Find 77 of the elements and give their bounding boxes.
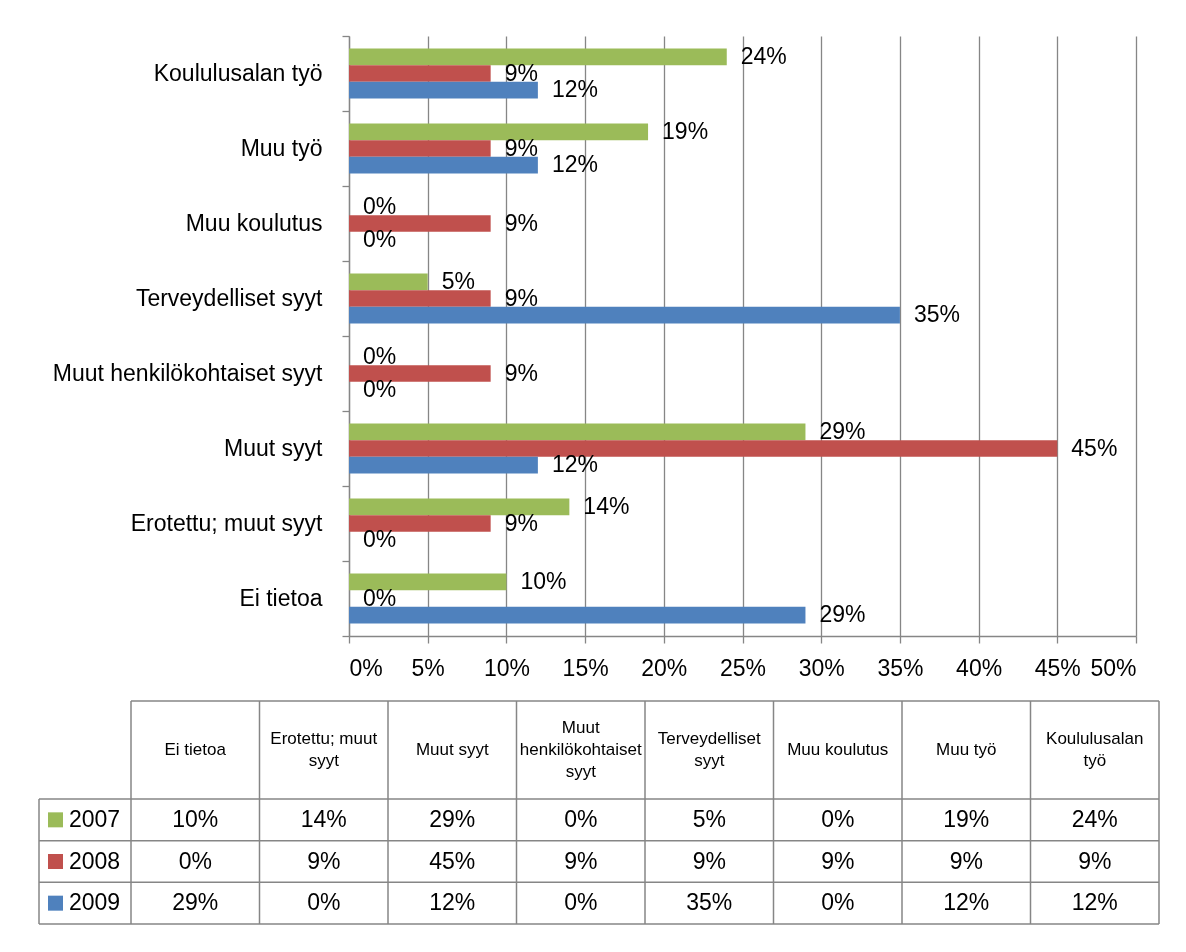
text: 0% xyxy=(564,889,598,916)
text: 29% xyxy=(172,889,219,916)
text: 0% xyxy=(307,889,341,916)
y-tick-label: Koululusalan työ xyxy=(153,60,323,86)
data-label: 12% xyxy=(551,451,598,478)
text: 0% xyxy=(178,847,212,874)
data-label: 0% xyxy=(363,376,397,403)
data-label: 0% xyxy=(363,342,397,369)
text: 19% xyxy=(943,805,990,832)
data-label: 9% xyxy=(504,59,538,86)
category-label: Koululusalan työ xyxy=(1046,729,1144,770)
x-tick-label: 45% xyxy=(1034,654,1081,681)
text: 12% xyxy=(943,889,990,916)
x-tick-label: 0% xyxy=(349,654,383,681)
data-label: 0% xyxy=(363,526,397,553)
legend-label: 2007 xyxy=(69,805,121,832)
x-tick-label: 40% xyxy=(956,654,1003,681)
data-label: 19% xyxy=(662,117,709,144)
data-label: 14% xyxy=(583,492,630,519)
data-label: 24% xyxy=(740,42,787,69)
text: 24% xyxy=(1071,805,1118,832)
text: 9% xyxy=(949,847,983,874)
x-tick-label: 30% xyxy=(798,654,845,681)
y-tick-label: Terveydelliset syyt xyxy=(135,285,324,311)
x-tick-label: 25% xyxy=(719,654,767,681)
y-tick-label: Muu koulutus xyxy=(185,210,323,236)
data-label: 29% xyxy=(819,601,866,628)
data-label: 9% xyxy=(504,284,538,311)
text: 5% xyxy=(692,805,726,832)
x-tick-label: 5% xyxy=(411,654,445,681)
text: 9% xyxy=(564,847,598,874)
text: 12% xyxy=(429,889,476,916)
x-tick-label: 35% xyxy=(877,654,924,681)
text: 14% xyxy=(300,805,347,832)
text: 29% xyxy=(429,805,476,832)
y-tick-label: Muut syyt xyxy=(224,435,324,461)
x-tick-label: 50% xyxy=(1090,654,1137,681)
data-label: 35% xyxy=(913,301,960,328)
category-label: Muut henkilökohtaiset syyt xyxy=(519,718,642,781)
text: 0% xyxy=(821,889,855,916)
data-label: 0% xyxy=(363,192,397,219)
y-tick-label: Muut henkilökohtaiset syyt xyxy=(52,360,324,386)
text: 45% xyxy=(429,847,476,874)
data-label: 5% xyxy=(441,267,475,294)
x-tick-label: 20% xyxy=(641,654,688,681)
text: 0% xyxy=(821,805,855,832)
data-label: 10% xyxy=(520,567,567,594)
data-label: 9% xyxy=(504,209,538,236)
x-tick-label: 15% xyxy=(562,654,609,681)
category-label: Muut syyt xyxy=(415,740,489,759)
data-label: 45% xyxy=(1071,434,1118,461)
data-label: 0% xyxy=(363,584,397,611)
category-label: Erotettu; muut syyt xyxy=(270,729,378,770)
data-label: 9% xyxy=(504,134,538,161)
text: 9% xyxy=(1078,847,1112,874)
data-label: 12% xyxy=(551,151,598,178)
legend-label: 2009 xyxy=(69,889,121,916)
data-label: 0% xyxy=(363,226,397,253)
data-label: 29% xyxy=(819,417,866,444)
data-label: 12% xyxy=(551,76,598,103)
text: 9% xyxy=(821,847,855,874)
text: 10% xyxy=(172,805,219,832)
y-tick-label: Muu työ xyxy=(240,135,323,161)
category-label: Muu koulutus xyxy=(787,740,889,759)
text: 0% xyxy=(564,805,598,832)
text: 35% xyxy=(686,889,733,916)
text: 9% xyxy=(307,847,341,874)
x-tick-label: 10% xyxy=(483,654,530,681)
legend-label: 2008 xyxy=(69,847,121,874)
category-label: Muu työ xyxy=(936,740,997,759)
text: 12% xyxy=(1071,889,1118,916)
text: 9% xyxy=(692,847,726,874)
data-label: 9% xyxy=(504,359,538,386)
y-tick-label: Ei tietoa xyxy=(239,585,323,611)
data-label: 9% xyxy=(504,509,538,536)
category-label: Terveydelliset syyt xyxy=(657,729,761,770)
y-tick-label: Erotettu; muut syyt xyxy=(130,510,324,536)
